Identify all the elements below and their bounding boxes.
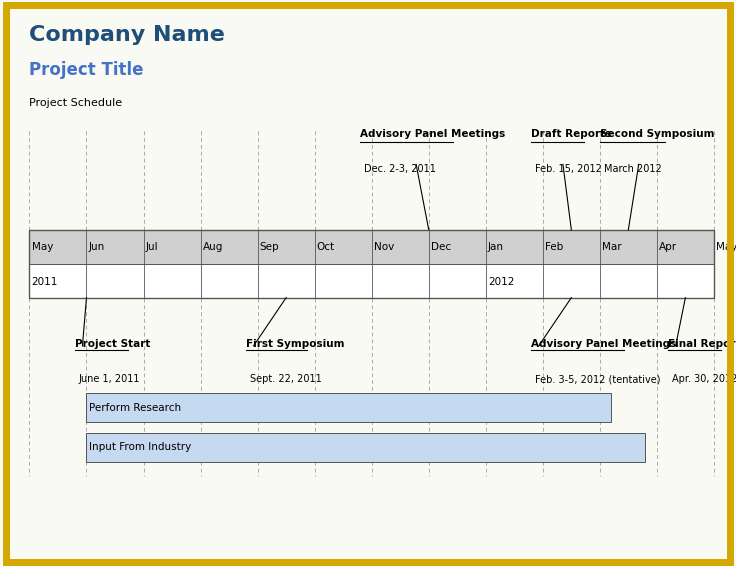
Text: Oct: Oct <box>316 242 335 252</box>
Text: Apr: Apr <box>659 242 677 252</box>
Text: First Symposium: First Symposium <box>246 338 344 349</box>
Bar <box>29 230 714 298</box>
Text: Project Start: Project Start <box>75 338 150 349</box>
Text: Perform Research: Perform Research <box>89 403 182 413</box>
Text: Mar: Mar <box>602 242 622 252</box>
Text: Jun: Jun <box>88 242 105 252</box>
Bar <box>86 393 611 422</box>
Text: 2012: 2012 <box>488 277 514 287</box>
Text: 2011: 2011 <box>32 277 58 287</box>
Text: Feb: Feb <box>545 242 563 252</box>
Text: Company Name: Company Name <box>29 26 225 45</box>
Text: Sept. 22, 2011: Sept. 22, 2011 <box>250 374 322 384</box>
Text: Feb. 15, 2012: Feb. 15, 2012 <box>535 164 602 175</box>
Text: Feb. 3-5, 2012 (tentative): Feb. 3-5, 2012 (tentative) <box>535 374 661 384</box>
Text: Dec. 2-3, 2011: Dec. 2-3, 2011 <box>364 164 436 175</box>
Text: Final Reports: Final Reports <box>668 338 736 349</box>
Text: May: May <box>32 242 53 252</box>
Text: Jul: Jul <box>146 242 158 252</box>
Bar <box>86 433 645 462</box>
Text: Advisory Panel Meetings: Advisory Panel Meetings <box>361 129 506 139</box>
Text: June 1, 2011: June 1, 2011 <box>79 374 141 384</box>
Text: Advisory Panel Meetings: Advisory Panel Meetings <box>531 338 676 349</box>
Bar <box>29 264 714 298</box>
Text: Input From Industry: Input From Industry <box>89 442 191 452</box>
Text: Aug: Aug <box>202 242 223 252</box>
Text: Apr. 30, 2012: Apr. 30, 2012 <box>672 374 736 384</box>
Text: Jan: Jan <box>488 242 504 252</box>
Text: Draft Reports: Draft Reports <box>531 129 612 139</box>
Text: Project Schedule: Project Schedule <box>29 98 123 108</box>
Text: Nov: Nov <box>374 242 394 252</box>
Text: May: May <box>716 242 736 252</box>
Text: Second Symposium: Second Symposium <box>600 129 715 139</box>
Text: Project Title: Project Title <box>29 61 144 79</box>
Text: Sep: Sep <box>260 242 280 252</box>
Text: Dec: Dec <box>431 242 451 252</box>
Text: March 2012: March 2012 <box>604 164 661 175</box>
Bar <box>29 230 714 264</box>
